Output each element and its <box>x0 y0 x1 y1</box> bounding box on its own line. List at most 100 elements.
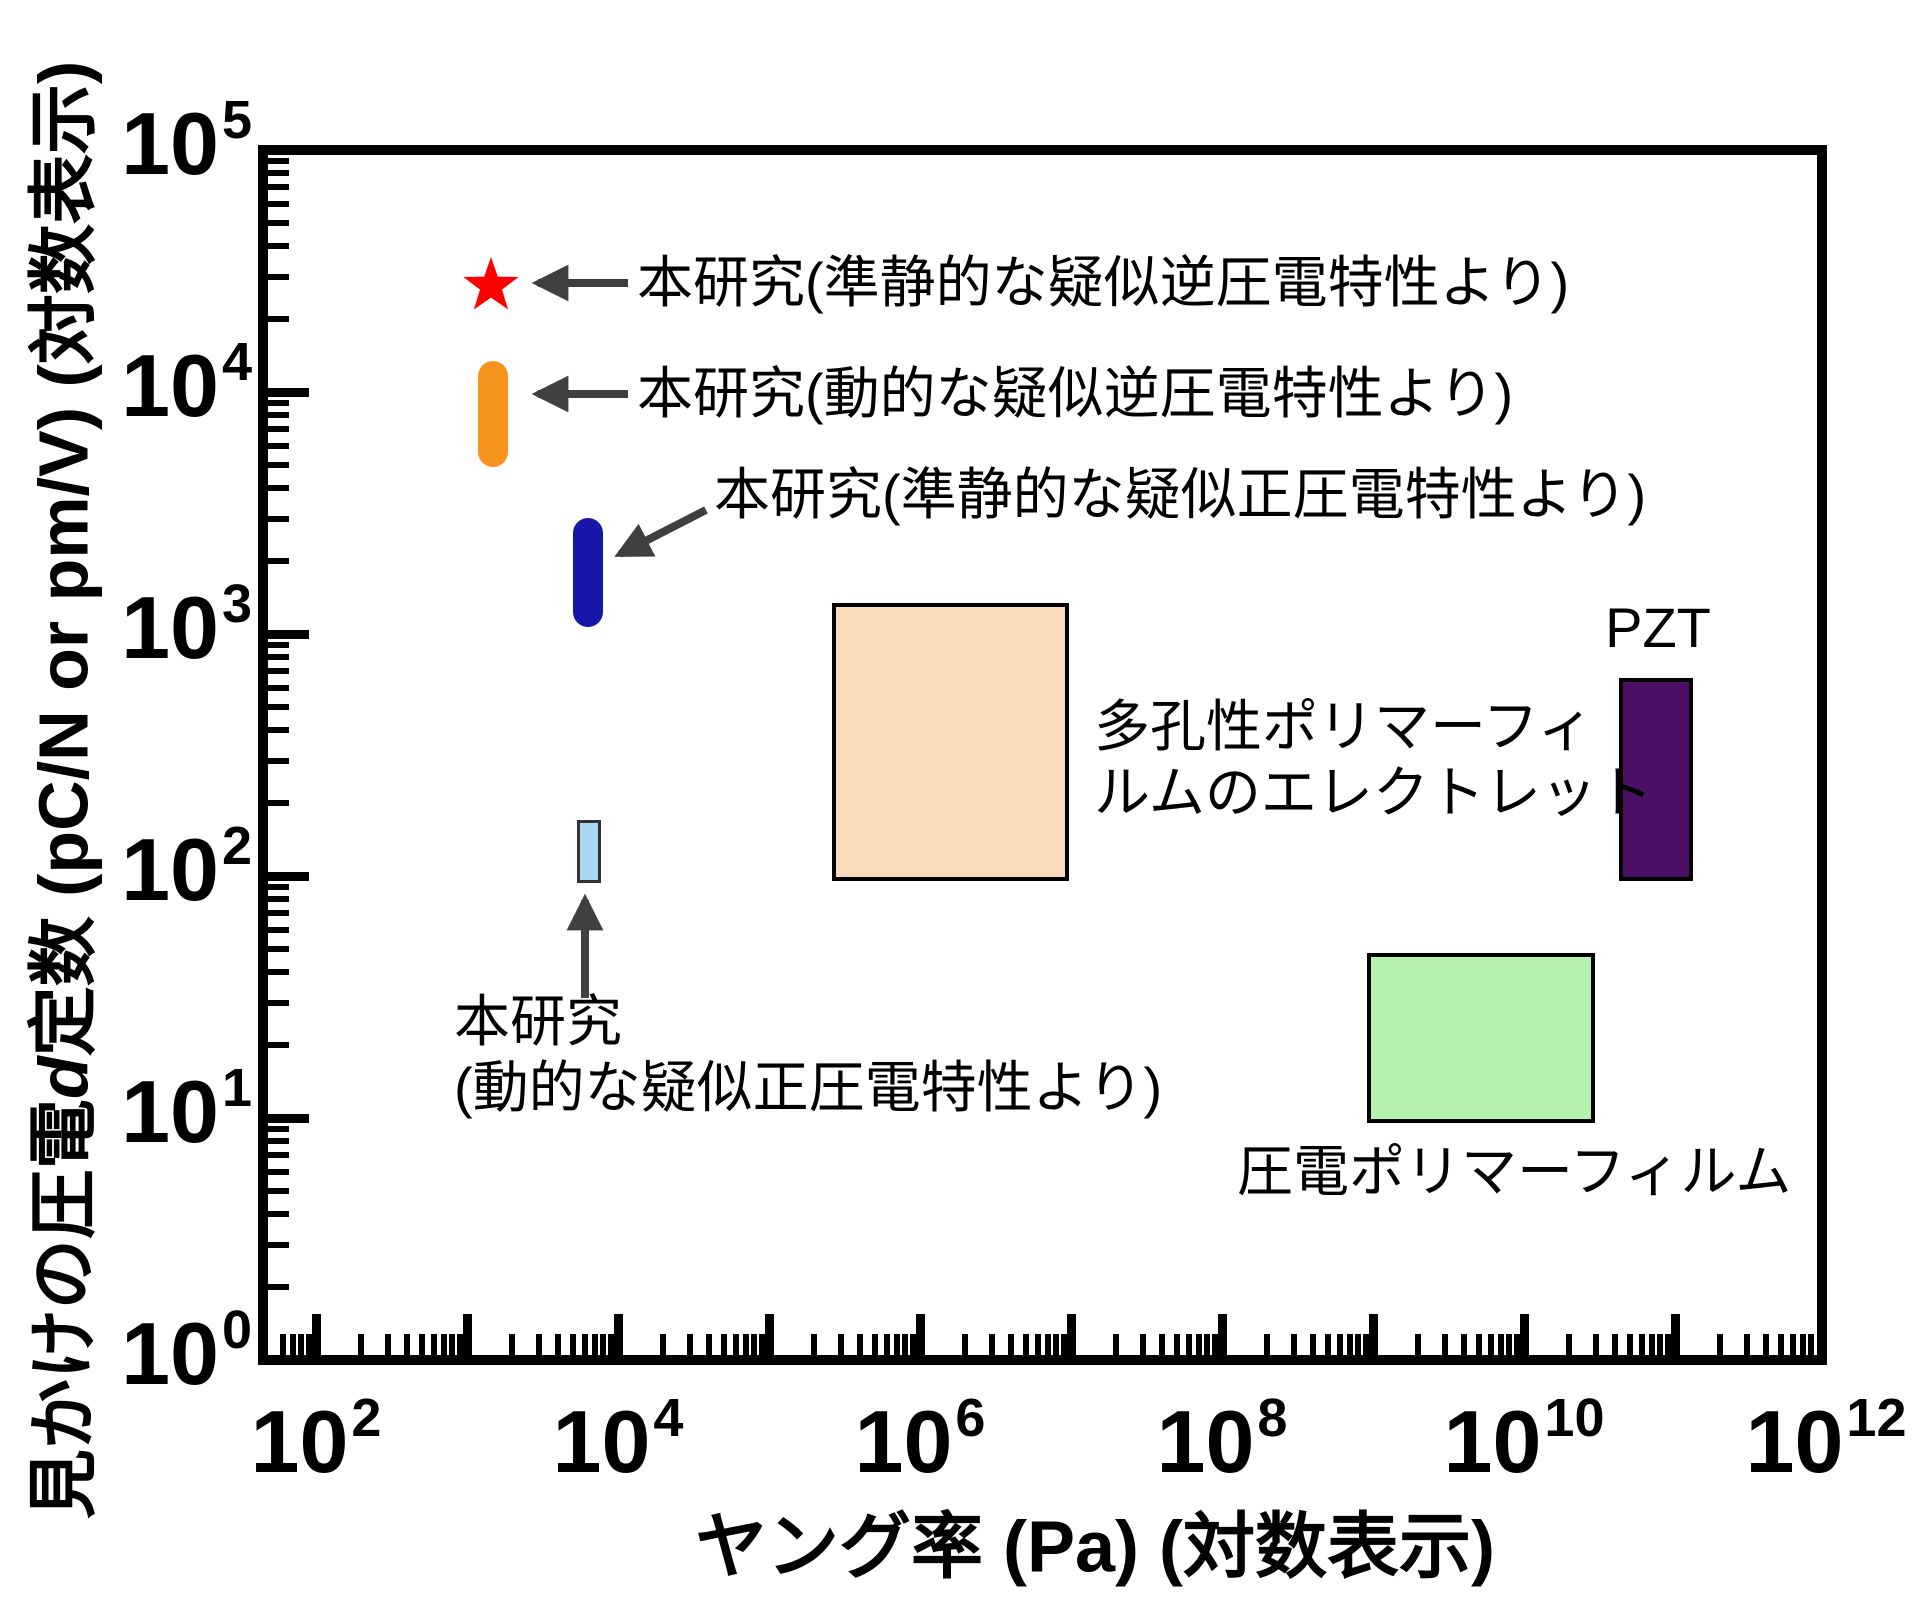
x-axis-minor-tick <box>962 1334 969 1360</box>
y-axis-minor-tick <box>263 200 289 207</box>
x-axis-minor-tick <box>1336 1334 1343 1360</box>
y-axis-minor-tick <box>263 1284 289 1291</box>
x-axis-minor-tick <box>1140 1334 1147 1360</box>
x-tick-label: 1010 <box>1444 1391 1605 1486</box>
plot-area <box>258 145 1827 1365</box>
x-axis-major-tick <box>462 1314 472 1360</box>
x-axis-major-tick <box>1670 1314 1680 1360</box>
x-axis-minor-tick <box>554 1334 561 1360</box>
annotation-pzt-label-line1: PZT <box>1605 596 1711 659</box>
x-tick-label-exponent: 10 <box>1544 1388 1605 1448</box>
x-axis-minor-tick <box>306 1334 313 1360</box>
x-axis-minor-tick <box>1034 1334 1041 1360</box>
x-tick-label-base: 10 <box>552 1392 651 1491</box>
x-axis-minor-tick <box>279 1334 286 1360</box>
x-axis-minor-tick <box>1497 1334 1504 1360</box>
x-axis-minor-tick <box>1657 1334 1664 1360</box>
y-tick-label-base: 10 <box>121 336 219 435</box>
x-axis-minor-tick <box>856 1334 863 1360</box>
x-tick-label-exponent: 4 <box>653 1388 684 1448</box>
y-tick-label-base: 10 <box>121 94 219 193</box>
x-tick-label: 108 <box>1157 1391 1288 1486</box>
x-axis-minor-tick <box>1717 1334 1724 1360</box>
x-axis-minor-tick <box>989 1334 996 1360</box>
x-axis-minor-tick <box>893 1334 900 1360</box>
x-axis-minor-tick <box>358 1334 365 1360</box>
y-axis-major-tick <box>263 629 309 639</box>
y-axis-minor-tick <box>263 945 289 952</box>
y-axis-minor-tick <box>263 654 289 661</box>
x-axis-minor-tick <box>457 1334 464 1360</box>
x-axis-minor-tick <box>1799 1334 1806 1360</box>
x-tick-label-exponent: 12 <box>1846 1388 1907 1448</box>
y-axis-minor-tick <box>263 412 289 419</box>
y-axis-minor-tick <box>263 485 289 492</box>
x-axis-minor-tick <box>1158 1334 1165 1360</box>
x-axis-major-tick <box>613 1314 623 1360</box>
x-tick-label-exponent: 6 <box>955 1388 986 1448</box>
x-axis-major-tick <box>1217 1314 1227 1360</box>
y-axis-minor-tick <box>263 316 289 323</box>
x-axis-minor-tick <box>838 1334 845 1360</box>
x-tick-label-exponent: 8 <box>1257 1388 1288 1448</box>
x-axis-minor-tick <box>1475 1334 1482 1360</box>
y-tick-label-base: 10 <box>121 578 219 677</box>
y-axis-minor-tick <box>263 184 289 191</box>
y-axis-minor-tick <box>263 558 289 565</box>
x-axis-minor-tick <box>1309 1334 1316 1360</box>
x-axis-minor-tick <box>1566 1334 1573 1360</box>
x-axis-minor-tick <box>581 1334 588 1360</box>
y-axis-minor-tick <box>263 684 289 691</box>
x-axis-minor-tick <box>1808 1334 1815 1360</box>
annotation-dynamic-inverse-label-line1: 本研究(動的な疑似逆圧電特性より) <box>637 362 1514 425</box>
x-tick-label-exponent: 2 <box>351 1388 382 1448</box>
x-axis-minor-tick <box>720 1334 727 1360</box>
x-axis-minor-tick <box>1648 1334 1655 1360</box>
y-axis-minor-tick <box>263 273 289 280</box>
y-axis-minor-tick <box>263 1042 289 1049</box>
x-axis-minor-tick <box>1415 1334 1422 1360</box>
x-axis-minor-tick <box>732 1334 739 1360</box>
annotation-piezo-polymer-film-label-line1: 圧電ポリマーフィルム <box>1237 1140 1792 1203</box>
x-axis-minor-tick <box>509 1334 516 1360</box>
x-axis-minor-tick <box>536 1334 543 1360</box>
annotation-quasi-static-direct-label-line1: 本研究(準静的な疑似正圧電特性より) <box>714 463 1647 526</box>
x-axis-minor-tick <box>1264 1334 1271 1360</box>
x-axis-minor-tick <box>1611 1334 1618 1360</box>
x-axis-major-tick <box>1368 1314 1378 1360</box>
x-axis-minor-tick <box>1626 1334 1633 1360</box>
x-axis-minor-tick <box>759 1334 766 1360</box>
y-axis-minor-tick <box>263 426 289 433</box>
x-axis-minor-tick <box>1363 1334 1370 1360</box>
x-axis-minor-tick <box>1173 1334 1180 1360</box>
x-axis-minor-tick <box>1212 1334 1219 1360</box>
y-axis-minor-tick <box>263 1152 289 1159</box>
y-tick-label-base: 10 <box>121 1062 219 1161</box>
x-tick-label-base: 10 <box>250 1392 349 1491</box>
x-tick-label-base: 10 <box>1443 1392 1542 1491</box>
y-tick-label: 104 <box>40 335 252 430</box>
y-tick-label-exponent: 0 <box>221 1300 252 1360</box>
y-tick-label: 103 <box>40 577 252 672</box>
x-axis-minor-tick <box>1487 1334 1494 1360</box>
x-axis-minor-tick <box>1442 1334 1449 1360</box>
x-axis-minor-tick <box>449 1334 456 1360</box>
annotation-piezo-polymer-film-label: 圧電ポリマーフィルム <box>1237 1139 1791 1205</box>
x-axis-minor-tick <box>1777 1334 1784 1360</box>
x-axis-minor-tick <box>289 1334 296 1360</box>
y-tick-label: 100 <box>40 1303 252 1398</box>
x-axis-minor-tick <box>811 1334 818 1360</box>
y-axis-minor-tick <box>263 1138 289 1145</box>
x-tick-label-base: 10 <box>1156 1392 1255 1491</box>
y-axis-major-tick <box>263 1113 309 1123</box>
y-axis-minor-tick <box>263 243 289 250</box>
y-axis-minor-tick <box>263 668 289 675</box>
annotation-porous-electret-label: 多孔性ポリマーフィ ルムのエレクトレット <box>1094 694 1653 826</box>
x-axis-major-tick <box>1066 1314 1076 1360</box>
annotation-dynamic-direct-label-line2: (動的な疑似正圧電特性より) <box>454 1056 1163 1119</box>
annotation-pzt-label: PZT <box>1605 595 1711 661</box>
x-axis-minor-tick <box>1346 1334 1353 1360</box>
y-axis-minor-tick <box>263 896 289 903</box>
y-tick-label-base: 10 <box>121 1304 219 1403</box>
x-axis-minor-tick <box>298 1334 305 1360</box>
